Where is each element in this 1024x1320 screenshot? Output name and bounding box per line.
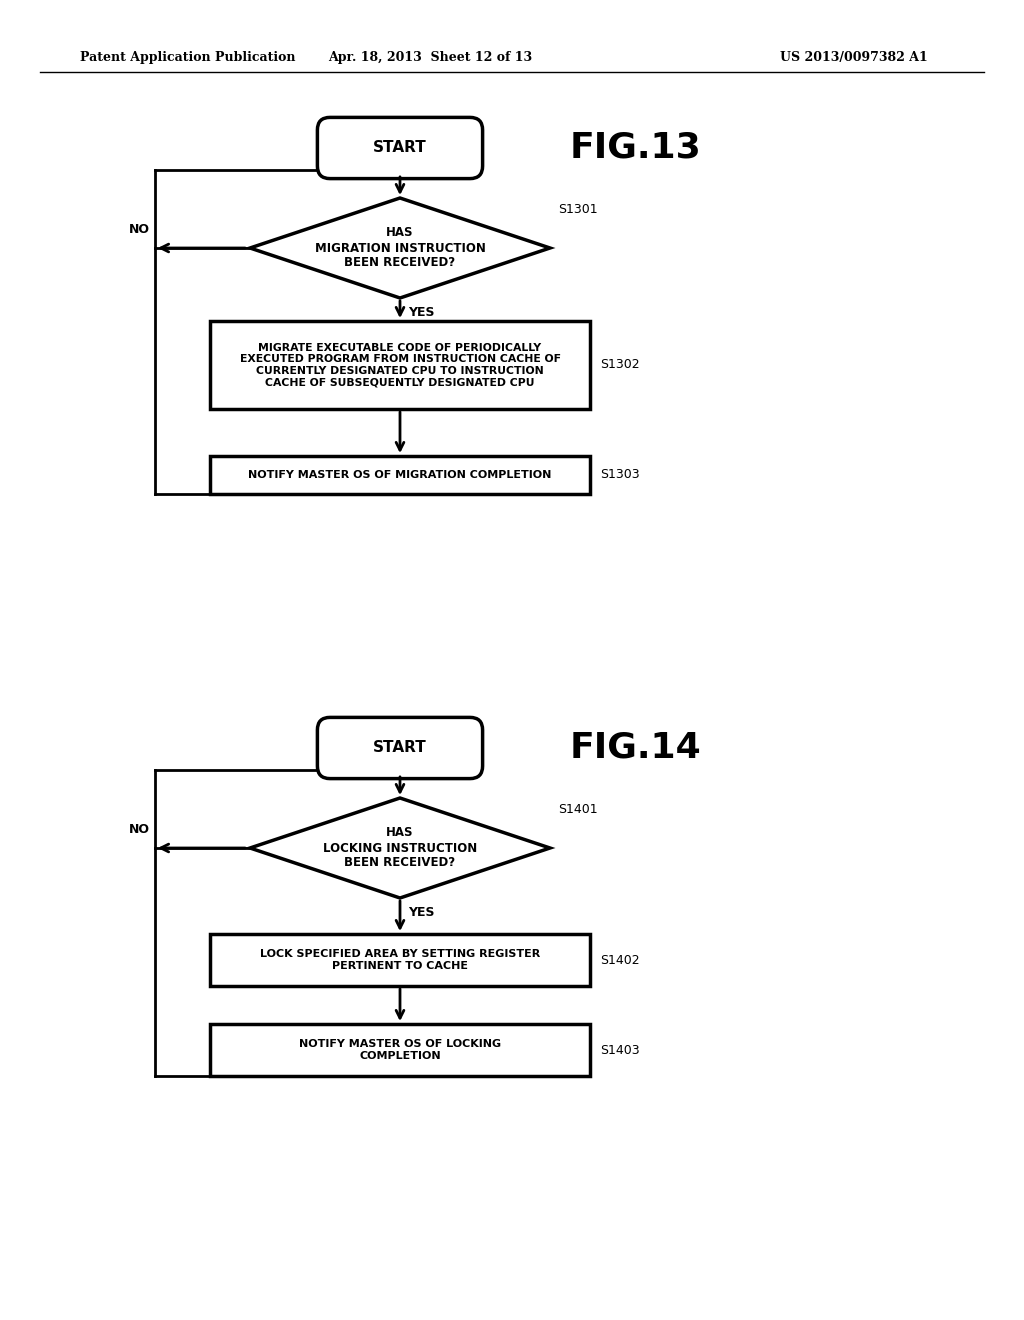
Text: S1402: S1402 [600,953,640,966]
Bar [210,455,590,494]
Text: YES: YES [408,906,434,919]
Text: NO: NO [129,223,150,236]
Text: FIG.14: FIG.14 [570,731,701,766]
Text: HAS
MIGRATION INSTRUCTION
BEEN RECEIVED?: HAS MIGRATION INSTRUCTION BEEN RECEIVED? [314,227,485,269]
Text: S1403: S1403 [600,1044,640,1056]
FancyBboxPatch shape [317,717,482,779]
Polygon shape [250,799,550,898]
Text: MIGRATE EXECUTABLE CODE OF PERIODICALLY
EXECUTED PROGRAM FROM INSTRUCTION CACHE : MIGRATE EXECUTABLE CODE OF PERIODICALLY … [240,343,560,387]
Text: S1303: S1303 [600,469,640,482]
Text: HAS
LOCKING INSTRUCTION
BEEN RECEIVED?: HAS LOCKING INSTRUCTION BEEN RECEIVED? [323,826,477,870]
Text: NOTIFY MASTER OS OF MIGRATION COMPLETION: NOTIFY MASTER OS OF MIGRATION COMPLETION [248,470,552,480]
Text: FIG.13: FIG.13 [570,131,701,165]
Bar [210,1024,590,1076]
Text: START: START [373,140,427,156]
Text: NOTIFY MASTER OS OF LOCKING
COMPLETION: NOTIFY MASTER OS OF LOCKING COMPLETION [299,1039,501,1061]
Text: US 2013/0097382 A1: US 2013/0097382 A1 [780,51,928,65]
Text: Apr. 18, 2013  Sheet 12 of 13: Apr. 18, 2013 Sheet 12 of 13 [328,51,532,65]
FancyBboxPatch shape [317,117,482,178]
Text: S1302: S1302 [600,359,640,371]
Text: Patent Application Publication: Patent Application Publication [80,51,296,65]
Text: S1401: S1401 [558,803,598,816]
Text: NO: NO [129,822,150,836]
Bar [210,321,590,409]
Text: S1301: S1301 [558,203,598,216]
Polygon shape [250,198,550,298]
Text: YES: YES [408,306,434,319]
Bar [210,935,590,986]
Text: START: START [373,741,427,755]
Text: LOCK SPECIFIED AREA BY SETTING REGISTER
PERTINENT TO CACHE: LOCK SPECIFIED AREA BY SETTING REGISTER … [260,949,540,970]
